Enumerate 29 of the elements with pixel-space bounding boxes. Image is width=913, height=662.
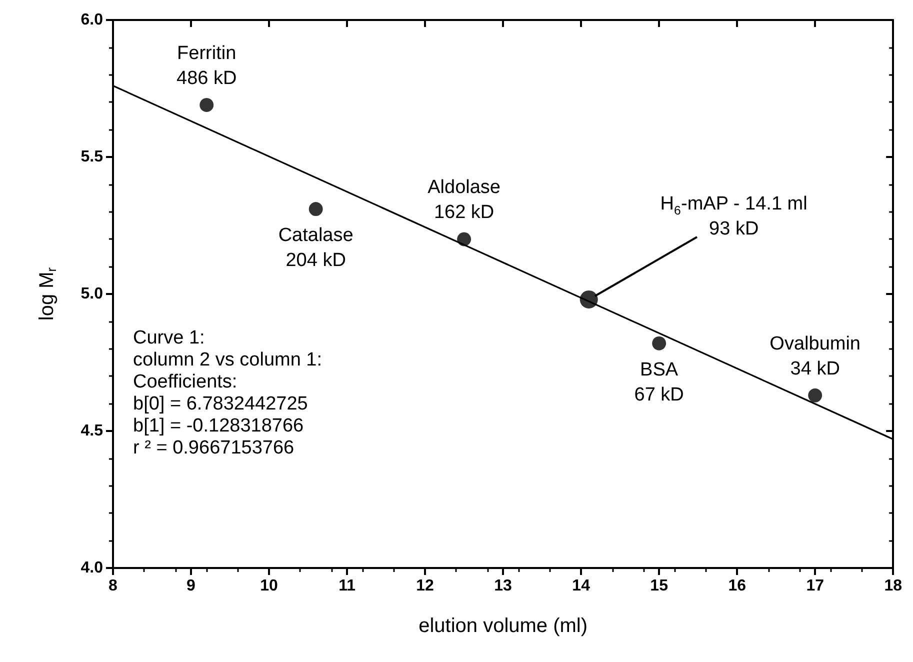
y-tick-label: 5.0 [80,286,104,302]
x-axis-title: elution volume (ml) [418,615,588,637]
x-tick-label: 16 [728,578,746,594]
x-tick-label: 10 [260,578,278,594]
x-tick-label: 14 [572,578,590,594]
x-tick-label: 13 [494,578,512,594]
y-axis-title: log Mr [36,266,59,321]
point [308,202,323,216]
x-tick-label: 9 [186,578,196,594]
annotation: Ferritin 486 kD [176,42,237,89]
x-tick-label: 8 [108,578,118,594]
x-tick-label: 12 [416,578,434,594]
annotation: Catalase 204 kD [278,225,354,272]
annotation: Ovalbumin 34 kD [770,333,861,380]
point [457,232,472,246]
point [200,98,214,112]
x-tick-label: 11 [338,578,356,594]
y-tick-label: 6.0 [80,12,104,28]
annotation: BSA 67 kD [634,359,684,406]
point [652,336,666,350]
annotation: Aldolase 162 kD [428,177,500,224]
y-tick-label: 4.0 [80,560,104,576]
y-tick-label: 4.5 [80,422,104,440]
x-tick-label: 15 [650,578,668,594]
annotation: Curve 1: column 2 vs column 1: Coefficients: b[0] = 6.7832442725 b[1] = -0.128318766 r ² = 0.9667153766 [133,327,322,458]
x-tick-label: 18 [884,578,902,594]
y-tick-label: 5.5 [80,148,104,166]
x-tick-label: 17 [806,578,824,594]
point [808,388,822,402]
